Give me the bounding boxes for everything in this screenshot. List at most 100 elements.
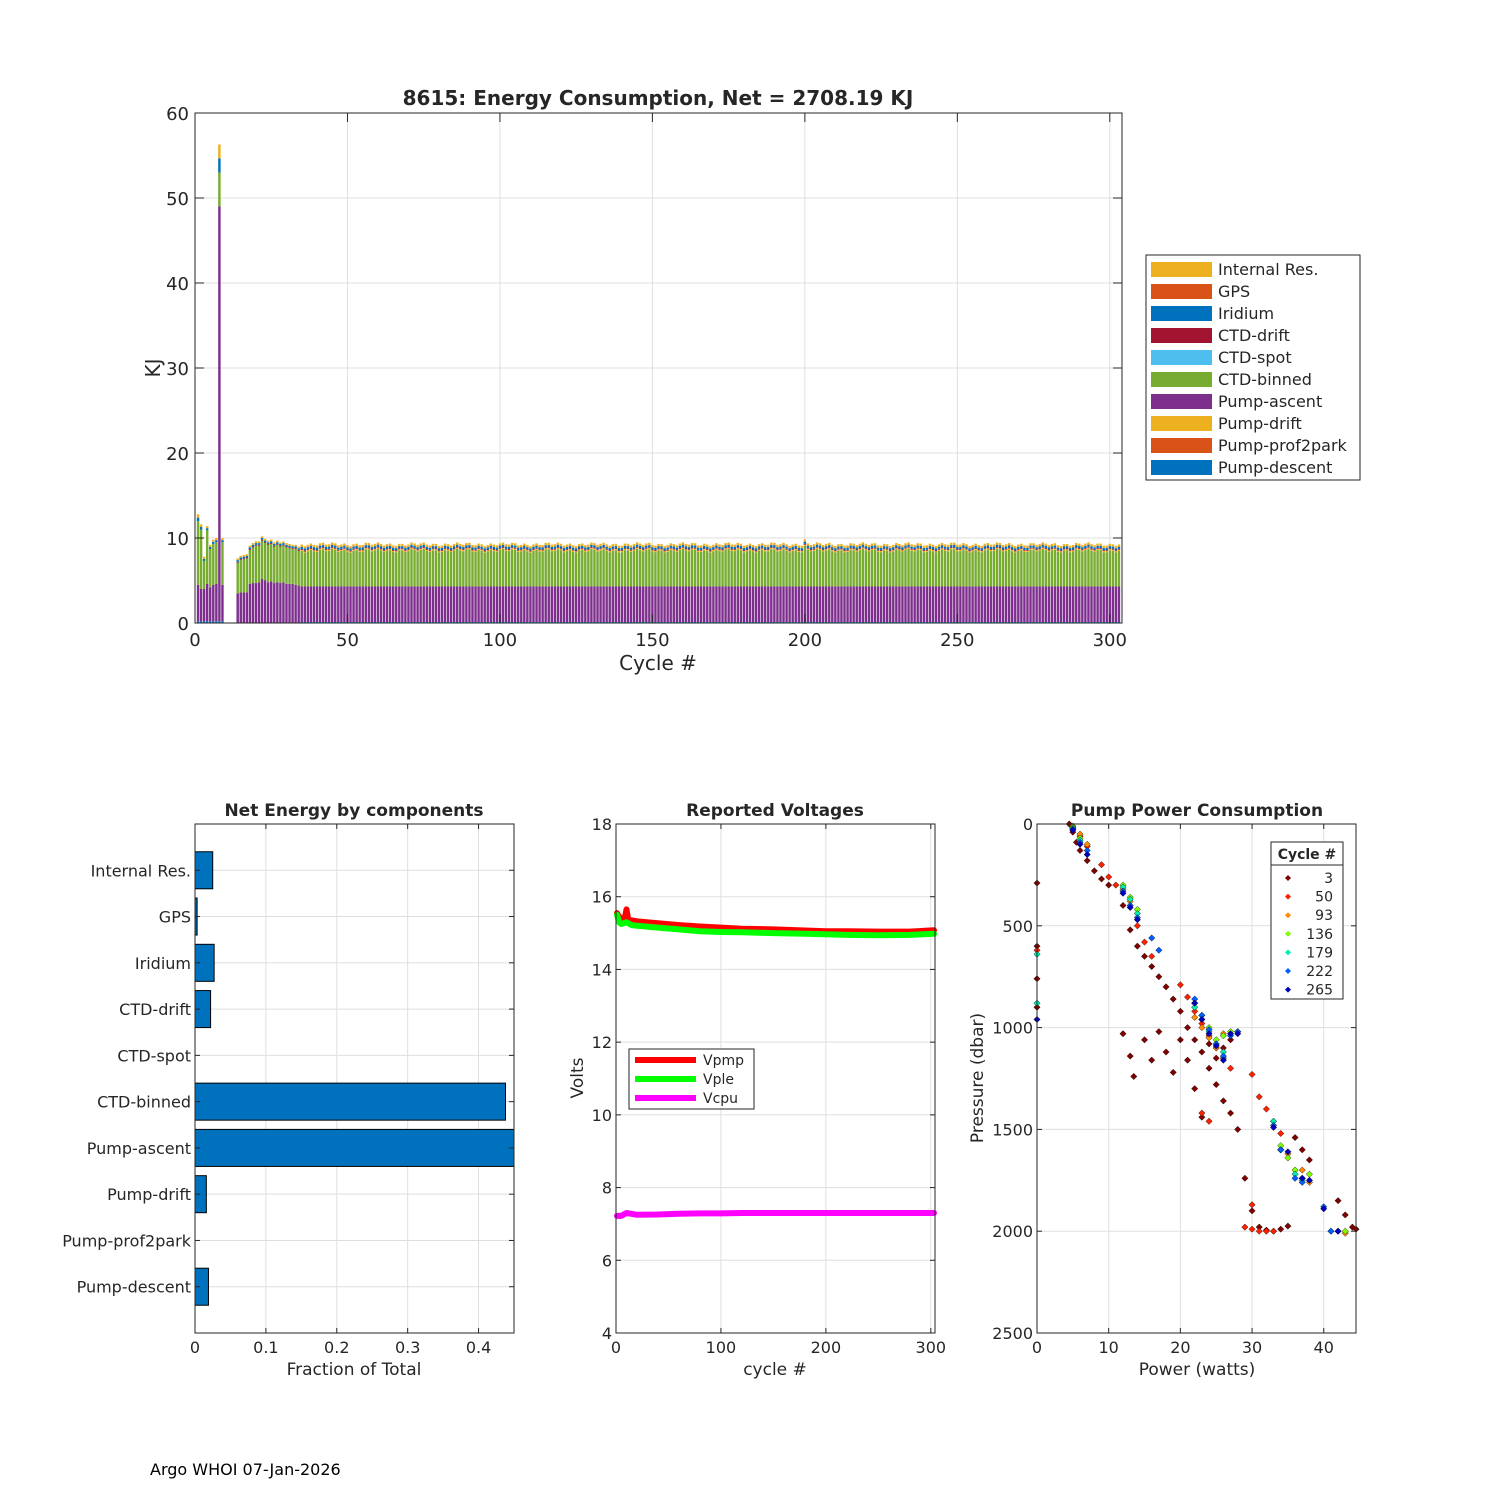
energy-bar-internal-res [1056, 545, 1060, 548]
energy-bar-pump-descent [721, 621, 724, 623]
energy-bar-pump-ascent [532, 586, 535, 622]
energy-bar-pump-ascent [828, 586, 831, 622]
energy-bar-ctd-binned [642, 551, 645, 587]
energy-bar-internal-res [986, 542, 990, 546]
energy-bar-pump-drift [404, 550, 407, 552]
energy-bar-iridium [568, 545, 572, 549]
energy-bar-internal-res [1065, 543, 1069, 547]
energy-bar-internal-res [980, 545, 983, 548]
energy-bar-internal-res [440, 545, 444, 548]
energy-bar-internal-res [577, 544, 581, 547]
energy-bar-iridium [614, 546, 618, 549]
energy-bar-ctd-drift [956, 549, 959, 551]
energy-bar-internal-res [885, 544, 889, 547]
energy-bar-pump-drift [577, 549, 581, 551]
energy-bar-pump-descent [635, 621, 639, 623]
energy-bar-ctd-drift [950, 547, 953, 549]
energy-bar-pump-descent [1096, 621, 1099, 623]
energy-bar-pump-descent [681, 621, 685, 623]
energy-bar-pump-ascent [1038, 586, 1041, 622]
energy-bar-ctd-drift [239, 559, 242, 561]
energy-bar-ctd-drift [1075, 547, 1078, 549]
energy-bar-pump-descent [1020, 621, 1023, 623]
energy-bar-ctd-drift [440, 550, 444, 551]
energy-bar-internal-res [617, 545, 621, 548]
energy-bar-ctd-binned [623, 550, 627, 587]
energy-bar-iridium [565, 546, 569, 550]
energy-bar-ctd-binned [876, 551, 880, 587]
energy-bar-iridium [559, 546, 563, 549]
energy-bar-pump-descent [928, 621, 932, 623]
energy-bar-ctd-drift [776, 549, 779, 551]
energy-bar-ctd-binned [706, 551, 709, 587]
energy-bar-pump-ascent [773, 586, 776, 622]
energy-bar-ctd-drift [858, 548, 861, 550]
energy-bar-pump-descent [724, 621, 727, 623]
energy-bar-ctd-binned [337, 551, 340, 587]
voltages-chart-title: Reported Voltages [686, 801, 864, 821]
energy-bar-internal-res [648, 542, 651, 545]
energy-bar-iridium [431, 546, 435, 549]
energy-bar-pump-drift [331, 547, 334, 550]
energy-bar-ctd-drift [379, 548, 383, 550]
energy-bar-internal-res [535, 543, 538, 546]
energy-bar-ctd-drift [1029, 547, 1032, 549]
energy-bar-internal-res [1059, 545, 1063, 549]
energy-bar-ctd-binned [480, 550, 483, 587]
pump-point-cycle-3 [1219, 1097, 1227, 1105]
energy-bar-pump-ascent [544, 586, 547, 622]
energy-bar-iridium [1053, 545, 1057, 548]
energy-bar-pump-ascent [818, 586, 822, 622]
energy-bar-pump-drift [574, 551, 578, 553]
energy-bar-pump-ascent [785, 586, 788, 622]
energy-bar-ctd-drift [1056, 549, 1060, 551]
energy-bar-pump-drift [547, 548, 550, 550]
energy-bar-ctd-drift [846, 549, 849, 551]
energy-bar-pump-ascent [212, 584, 215, 622]
energy-bar-ctd-binned [605, 550, 608, 587]
energy-bar-iridium [1020, 546, 1023, 549]
energy-bar-pump-ascent [751, 586, 755, 622]
energy-bar-ctd-binned [1059, 552, 1063, 587]
energy-bar-ctd-drift [367, 547, 371, 549]
energy-bar-iridium [404, 547, 407, 550]
pump-point-cycle-3 [1227, 1036, 1235, 1044]
energy-legend-label: Pump-descent [1218, 458, 1332, 477]
energy-bar-ctd-drift [1014, 550, 1017, 552]
energy-bar-ctd-binned [553, 550, 557, 587]
energy-bar-pump-ascent [327, 586, 331, 622]
energy-bar-pump-drift [718, 549, 721, 551]
energy-bar-internal-res [1087, 542, 1090, 545]
energy-bar-pump-drift [950, 548, 953, 550]
pump-point-cycle-3 [1227, 1109, 1235, 1117]
energy-bar-ctd-binned [733, 551, 736, 587]
energy-bar-pump-ascent [209, 587, 212, 622]
energy-bar-pump-ascent [1075, 586, 1078, 622]
energy-bar-pump-descent [1087, 621, 1090, 623]
energy-bar-pump-drift [379, 549, 383, 551]
energy-bar-iridium [956, 547, 959, 550]
energy-bar-ctd-binned [547, 549, 550, 587]
energy-bar-pump-descent [425, 621, 428, 623]
energy-bar-ctd-drift [282, 544, 285, 546]
energy-bar-internal-res [437, 545, 441, 549]
pump-point-cycle-3 [1212, 1054, 1220, 1062]
energy-bar-iridium [236, 560, 239, 562]
pump-point-cycle-265 [1191, 999, 1199, 1007]
energy-bar-pump-drift [873, 548, 877, 550]
energy-bar-ctd-binned [1044, 550, 1047, 587]
energy-bar-pump-drift [699, 550, 703, 552]
energy-chart-title: 8615: Energy Consumption, Net = 2708.19 … [403, 86, 914, 110]
pump-point-cycle-3 [1176, 1036, 1184, 1044]
energy-bar-internal-res [709, 546, 712, 549]
energy-bar-iridium [645, 545, 648, 548]
pump-point-cycle-3 [1162, 1048, 1170, 1056]
energy-bar-iridium [623, 545, 627, 549]
energy-bar-ctd-drift [687, 549, 691, 551]
energy-bar-pump-ascent [1111, 586, 1115, 622]
energy-bar-ctd-binned [288, 548, 291, 584]
energy-bar-ctd-binned [797, 551, 800, 587]
energy-bar-ctd-binned [959, 551, 962, 587]
energy-bar-pump-descent [1068, 621, 1072, 623]
energy-bar-pump-drift [459, 549, 462, 551]
